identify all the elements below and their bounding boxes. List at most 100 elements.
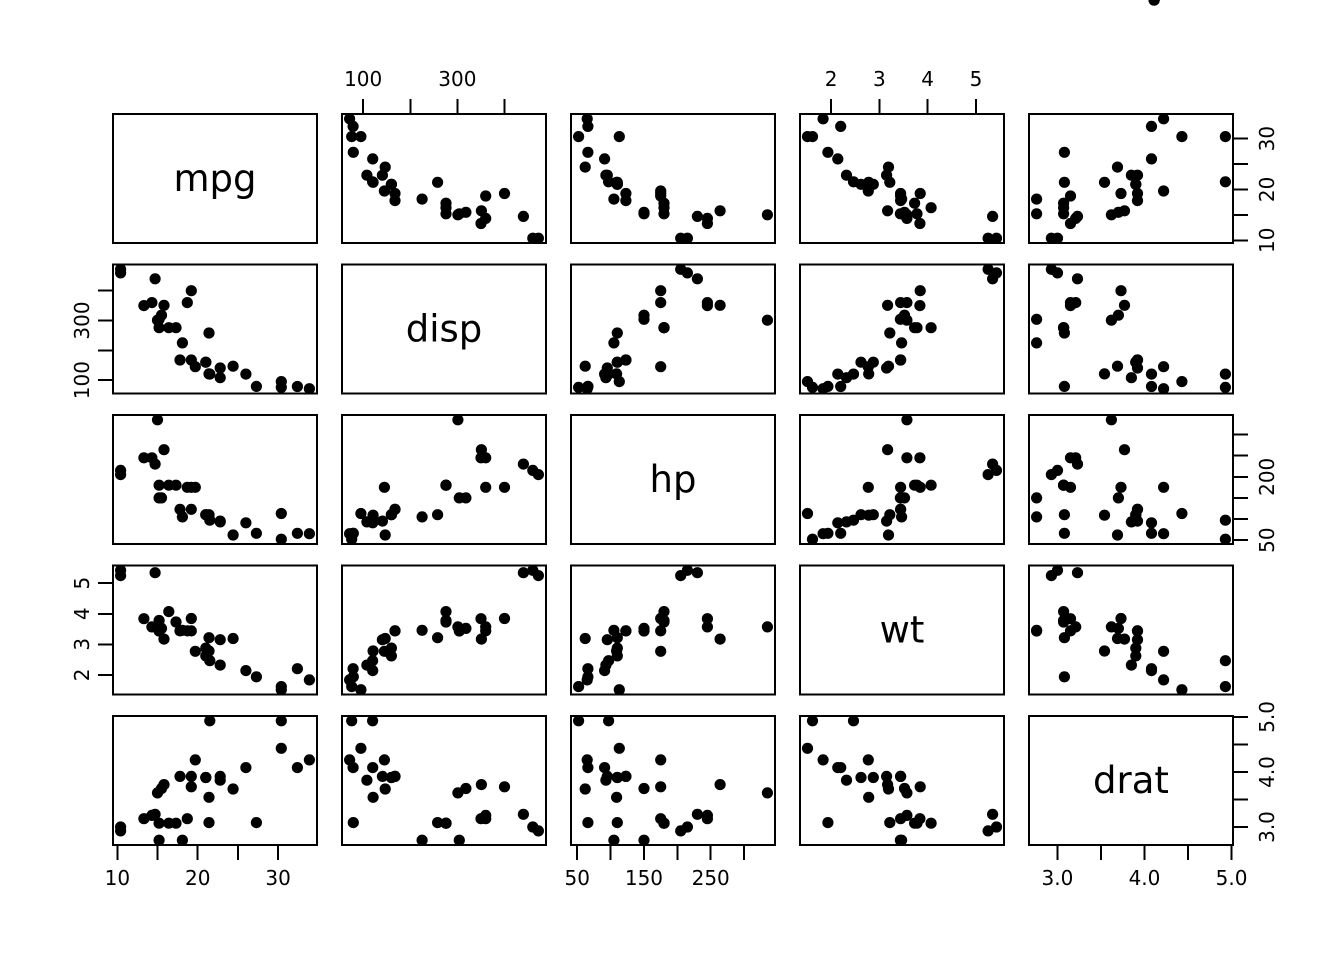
data-point bbox=[638, 625, 650, 637]
data-point bbox=[250, 527, 262, 539]
data-point bbox=[379, 783, 391, 795]
data-point bbox=[138, 300, 150, 312]
axis-tick-label-wt: 2 bbox=[70, 669, 94, 682]
axis-tick-label-mpg: 10 bbox=[1255, 228, 1279, 253]
data-point bbox=[176, 834, 188, 846]
data-point bbox=[573, 131, 585, 143]
data-point bbox=[1148, 0, 1160, 6]
data-point bbox=[153, 817, 165, 829]
data-point bbox=[611, 176, 623, 188]
data-point bbox=[896, 337, 908, 349]
data-point bbox=[347, 671, 359, 683]
data-point bbox=[987, 458, 999, 470]
data-point bbox=[714, 205, 726, 217]
data-point bbox=[901, 452, 913, 464]
data-point bbox=[378, 481, 390, 493]
data-point bbox=[367, 762, 379, 774]
data-point bbox=[1098, 509, 1111, 521]
data-point bbox=[240, 517, 252, 529]
data-point bbox=[203, 327, 215, 339]
data-point bbox=[291, 663, 303, 675]
data-point bbox=[189, 754, 201, 766]
axis-tick-label-drat: 3.0 bbox=[1042, 866, 1074, 890]
data-point bbox=[115, 821, 127, 833]
data-point bbox=[153, 479, 165, 491]
data-point bbox=[346, 131, 358, 143]
data-point bbox=[151, 314, 164, 326]
data-point bbox=[440, 614, 452, 627]
data-point bbox=[149, 567, 161, 579]
data-point bbox=[378, 754, 390, 766]
data-point bbox=[655, 612, 667, 625]
data-point bbox=[176, 337, 188, 349]
data-point bbox=[655, 285, 667, 297]
data-point bbox=[203, 632, 215, 644]
data-point bbox=[517, 458, 530, 470]
data-point bbox=[115, 464, 127, 476]
data-point bbox=[599, 762, 611, 774]
data-point bbox=[1131, 503, 1144, 515]
data-point bbox=[847, 368, 860, 380]
data-point bbox=[1219, 533, 1231, 545]
data-point bbox=[1118, 444, 1131, 456]
data-point bbox=[378, 185, 390, 197]
axis-tick-label-disp: 300 bbox=[438, 67, 476, 91]
data-point bbox=[691, 273, 704, 285]
data-point bbox=[909, 197, 921, 209]
data-point bbox=[714, 633, 726, 645]
data-point bbox=[681, 564, 694, 576]
data-point bbox=[203, 791, 215, 803]
data-point bbox=[367, 153, 379, 165]
data-point bbox=[611, 368, 623, 380]
data-point bbox=[982, 469, 994, 481]
data-point bbox=[613, 131, 625, 143]
data-point bbox=[1219, 655, 1231, 667]
data-point bbox=[367, 176, 379, 188]
data-point bbox=[303, 754, 315, 766]
data-point bbox=[982, 825, 994, 837]
data-point bbox=[701, 613, 714, 625]
data-point bbox=[475, 633, 487, 645]
data-point bbox=[153, 492, 165, 504]
data-point bbox=[855, 771, 867, 784]
data-point bbox=[355, 684, 367, 696]
data-point bbox=[914, 781, 926, 793]
data-point bbox=[822, 146, 834, 158]
data-point bbox=[601, 770, 613, 783]
axis-tick-label-hp: 50 bbox=[564, 866, 589, 890]
data-point bbox=[1064, 452, 1077, 464]
data-point bbox=[355, 507, 367, 520]
data-point bbox=[613, 684, 625, 696]
data-point bbox=[1111, 360, 1124, 372]
data-point bbox=[498, 481, 511, 493]
data-point bbox=[214, 372, 226, 384]
data-point bbox=[153, 834, 165, 846]
data-point bbox=[115, 267, 127, 279]
data-point bbox=[203, 817, 215, 829]
data-point bbox=[714, 779, 726, 791]
data-point bbox=[1031, 313, 1043, 325]
data-point bbox=[185, 285, 197, 297]
data-point bbox=[367, 715, 379, 727]
data-point bbox=[389, 770, 401, 783]
data-point bbox=[158, 444, 170, 456]
data-point bbox=[1031, 625, 1043, 637]
data-point bbox=[347, 146, 359, 158]
data-point bbox=[376, 515, 388, 527]
data-point bbox=[1058, 479, 1070, 491]
data-point bbox=[701, 300, 714, 312]
panel-disp-vs-disp bbox=[341, 263, 547, 395]
data-point bbox=[1131, 515, 1144, 527]
data-point bbox=[1118, 299, 1131, 311]
data-point bbox=[581, 754, 593, 766]
diagonal-label-hp: hp bbox=[650, 458, 697, 501]
data-point bbox=[1064, 613, 1077, 625]
data-point bbox=[250, 380, 262, 392]
data-point bbox=[1105, 414, 1117, 426]
data-point bbox=[379, 529, 391, 541]
data-point bbox=[620, 195, 632, 207]
panel-hp-vs-wt bbox=[799, 414, 1005, 545]
data-point bbox=[185, 625, 197, 637]
data-point bbox=[761, 209, 774, 221]
